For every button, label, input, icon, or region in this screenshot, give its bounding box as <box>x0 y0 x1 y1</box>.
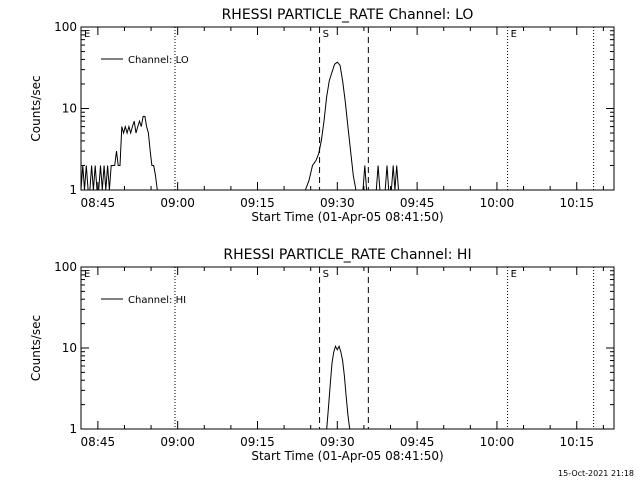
lo-marker-label: E <box>84 29 90 40</box>
lo-x-tick-label: 08:45 <box>81 196 116 210</box>
hi-x-tick-label: 10:00 <box>480 435 515 449</box>
lo-y-axis-label: Counts/sec <box>29 75 43 141</box>
hi-series-line <box>326 344 352 430</box>
lo-y-tick-label: 100 <box>54 20 77 34</box>
hi-legend-label: Channel: HI <box>128 295 186 306</box>
hi-plot-frame <box>80 266 615 430</box>
hi-panel: RHESSI PARTICLE_RATE Channel: HI E S E 1 10 10… <box>29 247 615 463</box>
print-timestamp: 15-Oct-2021 21:18 <box>558 469 634 478</box>
hi-x-tick-label: 08:45 <box>81 435 116 449</box>
lo-x-tick-label: 10:00 <box>480 196 515 210</box>
hi-marker-label: E <box>84 269 90 280</box>
hi-x-tick-label: 10:15 <box>559 435 594 449</box>
lo-y-tick-label: 1 <box>69 183 77 197</box>
lo-chart-title: RHESSI PARTICLE_RATE Channel: LO <box>222 7 474 23</box>
lo-x-axis-label: Start Time (01-Apr-05 08:41:50) <box>251 210 443 224</box>
lo-series-line <box>80 61 401 191</box>
hi-x-tick-label: 09:30 <box>320 435 355 449</box>
hi-marker-label: S <box>323 269 329 280</box>
lo-x-tick-label: 10:15 <box>559 196 594 210</box>
lo-x-tick-label: 09:30 <box>320 196 355 210</box>
hi-y-tick-label: 100 <box>54 260 77 274</box>
lo-panel: RHESSI PARTICLE_RATE Channel: LO E S E 1 10 10… <box>29 7 615 224</box>
lo-x-tick-label: 09:00 <box>160 196 195 210</box>
hi-x-axis-label: Start Time (01-Apr-05 08:41:50) <box>251 449 443 463</box>
lo-legend-label: Channel: LO <box>128 55 189 66</box>
lo-marker-label: S <box>323 29 329 40</box>
lo-plot-frame <box>80 26 615 191</box>
hi-x-tick-label: 09:15 <box>240 435 275 449</box>
lo-y-tick-label: 10 <box>62 102 77 116</box>
hi-y-axis-label: Counts/sec <box>29 315 43 381</box>
hi-y-tick-label: 10 <box>62 341 77 355</box>
lo-marker-label: E <box>511 29 517 40</box>
hi-x-tick-label: 09:00 <box>160 435 195 449</box>
hi-x-tick-label: 09:45 <box>400 435 435 449</box>
hi-marker-label: E <box>511 269 517 280</box>
lo-x-tick-label: 09:45 <box>400 196 435 210</box>
hi-chart-title: RHESSI PARTICLE_RATE Channel: HI <box>223 247 471 263</box>
hi-y-tick-label: 1 <box>69 422 77 436</box>
lo-x-tick-label: 09:15 <box>240 196 275 210</box>
